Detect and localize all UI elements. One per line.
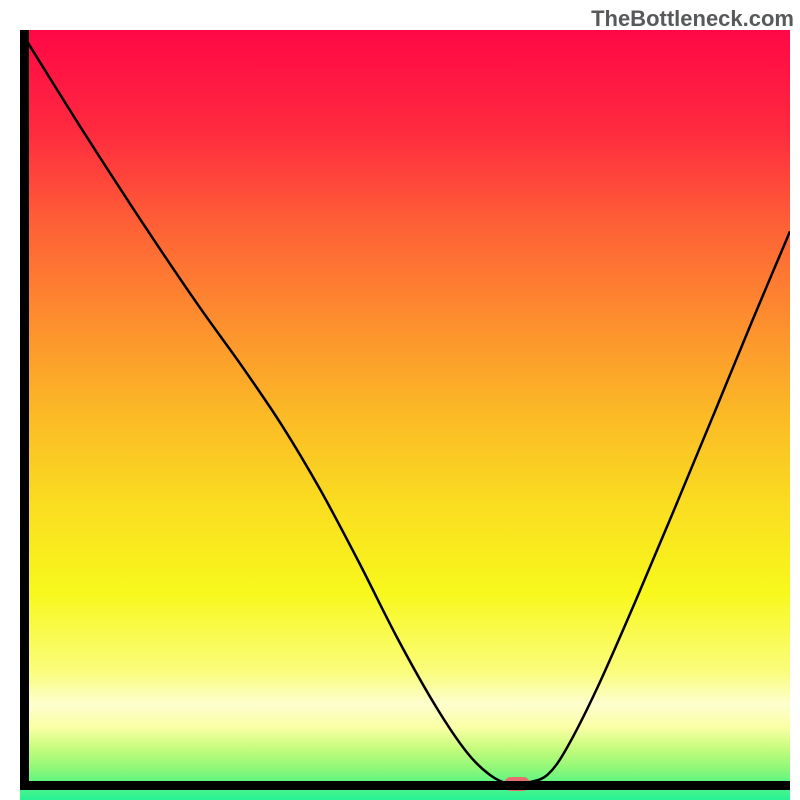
plot-area [20, 30, 790, 790]
y-axis-border [20, 30, 29, 790]
bottleneck-curve [20, 30, 790, 790]
watermark-text: TheBottleneck.com [591, 6, 794, 32]
bottleneck-chart: TheBottleneck.com [0, 0, 800, 800]
x-axis-border [20, 781, 790, 790]
